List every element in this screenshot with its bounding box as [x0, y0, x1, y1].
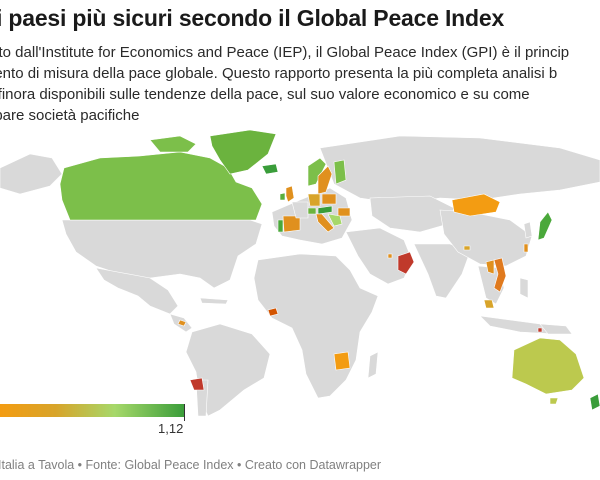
country-philippines — [519, 277, 529, 299]
country-poland — [321, 193, 337, 205]
country-sweden — [317, 165, 333, 195]
country-australia — [511, 337, 585, 395]
country-france — [291, 201, 309, 219]
country-canada — [59, 151, 263, 221]
country-middle-east — [345, 227, 413, 285]
highlighted-countries — [59, 129, 600, 411]
country-papua — [539, 323, 573, 335]
country-madagascar — [367, 351, 379, 379]
country-spain — [282, 215, 301, 233]
country-alaska — [0, 153, 63, 195]
country-taiwan — [523, 243, 529, 253]
country-greenland — [209, 129, 277, 175]
country-central-asia — [369, 195, 455, 233]
country-austria — [317, 205, 333, 215]
description-line: ti finora disponibili sulle tendenze del… — [0, 86, 530, 103]
country-canada-arctic — [149, 135, 197, 153]
country-china — [439, 209, 533, 267]
country-finland — [333, 159, 347, 185]
country-tasmania — [549, 397, 559, 405]
country-switzerland — [307, 207, 317, 215]
country-russia — [319, 135, 600, 205]
country-botswana — [333, 351, 351, 371]
country-laos — [485, 259, 495, 275]
country-mongolia — [451, 193, 501, 217]
world-map — [0, 129, 600, 416]
legend-max-label: 1,12 — [158, 421, 184, 436]
legend-color-scale — [0, 404, 185, 417]
chart-title: i paesi più sicuri secondo il Global Pea… — [0, 5, 505, 31]
country-balkans — [327, 213, 343, 227]
legend-tick — [184, 404, 185, 421]
description-line: upare società pacifiche — [0, 107, 140, 124]
country-usa — [61, 219, 263, 289]
country-singapore — [537, 327, 543, 333]
country-ireland — [279, 192, 286, 201]
country-bhutan — [463, 245, 471, 251]
country-italy — [315, 213, 335, 233]
description-line: otto dall'Institute for Economics and Pe… — [0, 44, 570, 61]
country-oman — [397, 251, 415, 275]
country-uk — [285, 185, 295, 203]
country-vietnam — [493, 257, 507, 293]
country-romania — [337, 207, 351, 217]
footer-credit: Italia a Tavola • Fonte: Global Peace In… — [0, 458, 382, 472]
land-base — [0, 135, 600, 416]
country-uruguay — [189, 377, 205, 391]
description-line: uento di misura della pace globale. Ques… — [0, 65, 558, 82]
country-africa — [253, 253, 379, 399]
country-iceland — [261, 163, 279, 175]
country-costa-rica — [177, 319, 187, 327]
country-qatar — [387, 253, 393, 259]
country-germany — [307, 193, 321, 207]
country-new-zealand — [589, 393, 600, 411]
country-cuba — [199, 297, 229, 305]
country-portugal — [277, 219, 284, 233]
country-malaysia — [483, 299, 495, 309]
country-korea — [523, 221, 533, 239]
country-mexico — [95, 267, 179, 315]
country-japan — [537, 211, 553, 241]
country-sierra-leone — [267, 307, 279, 317]
chart-description: otto dall'Institute for Economics and Pe… — [0, 42, 600, 126]
